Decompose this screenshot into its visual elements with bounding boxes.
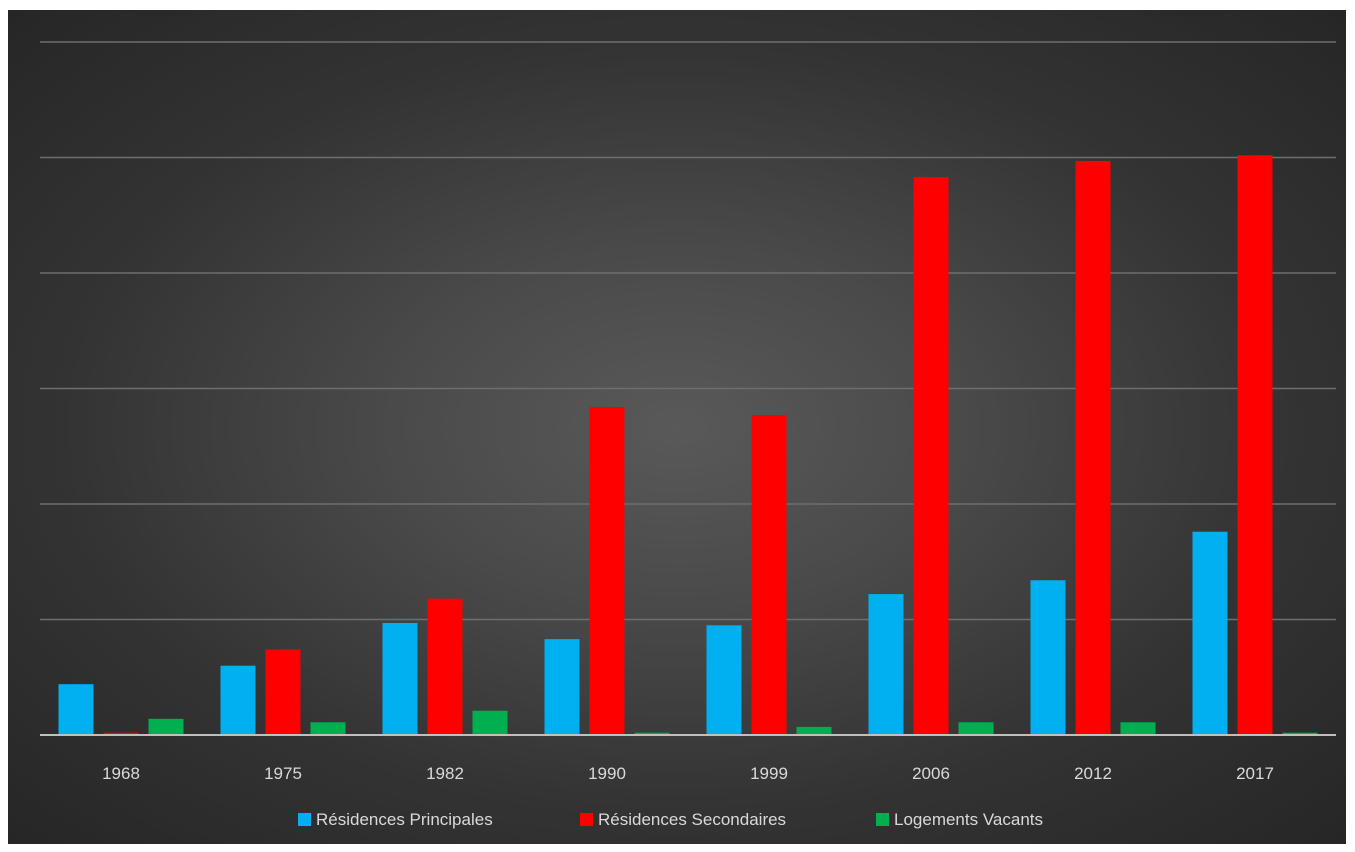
legend-swatch — [580, 813, 593, 826]
bar-logements-vacants-2012 — [1120, 722, 1156, 735]
x-tick-label: 1975 — [264, 764, 302, 783]
x-tick-label: 1982 — [426, 764, 464, 783]
bar-r-sidences-secondaires-2012 — [1075, 160, 1111, 736]
bar-r-sidences-principales-1982 — [382, 622, 418, 735]
bar-logements-vacants-1968 — [148, 718, 184, 735]
bar-r-sidences-secondaires-1990 — [589, 406, 625, 735]
x-tick-label: 1990 — [588, 764, 626, 783]
bar-r-sidences-principales-1968 — [58, 684, 94, 735]
bar-chart: 1968 1975 1982 1990 1999 2006 2012 2017 Résiden… — [40, 41, 1336, 829]
bar-r-sidences-principales-1975 — [220, 665, 256, 735]
bar-r-sidences-secondaires-1968 — [103, 732, 139, 735]
bar-r-sidences-secondaires-1999 — [751, 415, 787, 735]
bar-r-sidences-secondaires-1982 — [427, 598, 463, 735]
bars — [58, 155, 1318, 736]
legend-swatch — [298, 813, 311, 826]
legend-label: Logements Vacants — [894, 810, 1043, 829]
legend-label: Résidences Principales — [316, 810, 493, 829]
bar-logements-vacants-2017 — [1282, 732, 1318, 735]
bar-r-sidences-principales-2017 — [1192, 531, 1228, 735]
gridlines — [40, 41, 1336, 621]
bar-r-sidences-secondaires-2006 — [913, 177, 949, 735]
x-tick-label: 2012 — [1074, 764, 1112, 783]
bar-r-sidences-principales-2012 — [1030, 580, 1066, 735]
bar-r-sidences-principales-1990 — [544, 639, 580, 735]
x-tick-label: 1999 — [750, 764, 788, 783]
bar-r-sidences-secondaires-2017 — [1237, 155, 1273, 735]
chart-frame: 1968 1975 1982 1990 1999 2006 2012 2017 Résiden… — [8, 10, 1346, 844]
x-tick-label: 2017 — [1236, 764, 1274, 783]
legend-label: Résidences Secondaires — [598, 810, 786, 829]
bar-logements-vacants-1982 — [472, 710, 508, 735]
bar-logements-vacants-1990 — [634, 732, 670, 735]
x-tick-label: 1968 — [102, 764, 140, 783]
x-axis: 1968 1975 1982 1990 1999 2006 2012 2017 — [40, 734, 1336, 783]
bar-r-sidences-secondaires-1975 — [265, 649, 301, 735]
bar-logements-vacants-1975 — [310, 722, 346, 735]
bar-r-sidences-principales-1999 — [706, 625, 742, 735]
legend: Résidences Principales Résidences Seconda… — [298, 810, 1043, 829]
bar-logements-vacants-1999 — [796, 726, 832, 735]
legend-swatch — [876, 813, 889, 826]
bar-logements-vacants-2006 — [958, 722, 994, 735]
x-tick-label: 2006 — [912, 764, 950, 783]
bar-r-sidences-principales-2006 — [868, 594, 904, 735]
